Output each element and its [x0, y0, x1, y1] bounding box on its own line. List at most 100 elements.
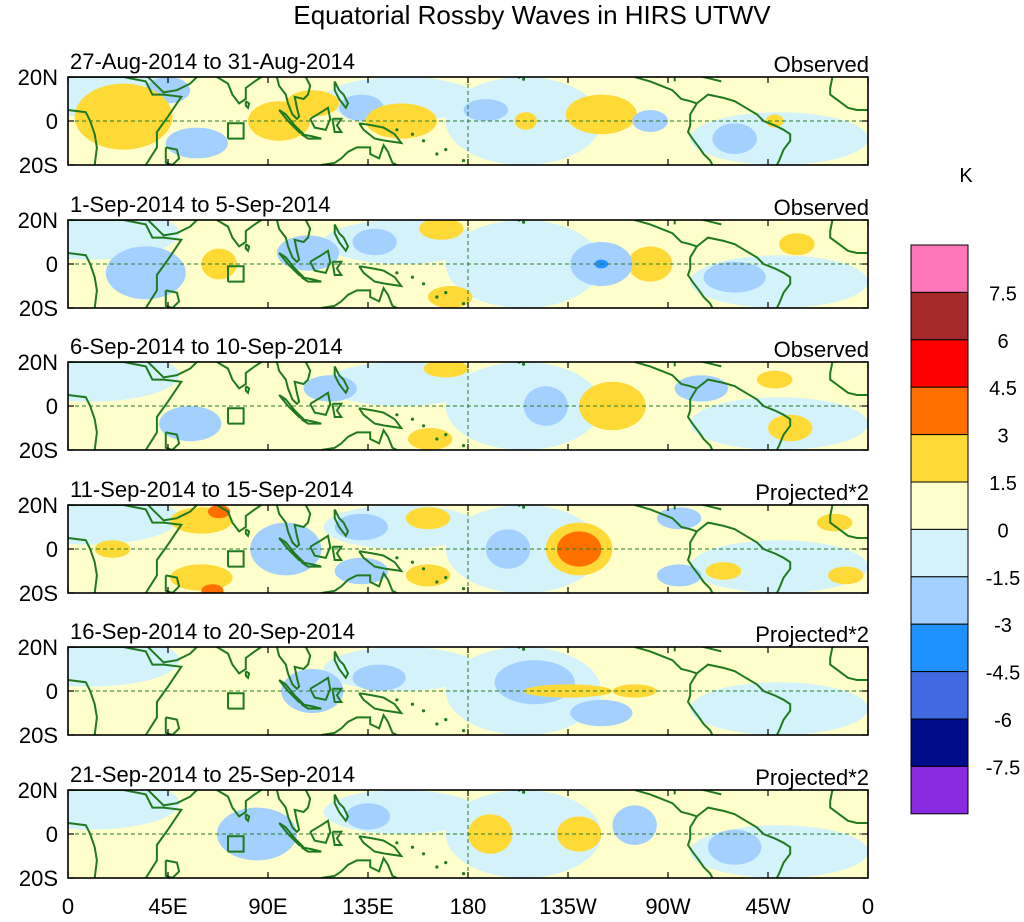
- x-tick-label: 135W: [539, 894, 597, 919]
- island: [421, 852, 426, 856]
- coastline: [68, 822, 98, 878]
- coastline: [68, 252, 98, 308]
- coastline: [164, 431, 181, 450]
- y-tick-label: 20N: [18, 635, 58, 660]
- island: [435, 865, 439, 869]
- coastline: [358, 692, 404, 715]
- coastline: [275, 77, 312, 121]
- coastline: [686, 387, 714, 450]
- y-tick-label: 20N: [18, 778, 58, 803]
- colorbar-tick-label: 3: [997, 426, 1008, 448]
- colorbar-swatch: [910, 481, 969, 530]
- island: [435, 295, 439, 299]
- colorbar-swatch: [910, 434, 969, 483]
- island: [421, 567, 426, 571]
- field-contour: [423, 362, 468, 378]
- coastline: [309, 819, 332, 844]
- field-contour: [68, 647, 180, 687]
- colorbar-tick-label: -4.5: [986, 663, 1020, 685]
- coastline: [300, 703, 322, 710]
- coastline: [656, 362, 676, 367]
- island: [461, 872, 466, 876]
- field-contour: [68, 362, 180, 402]
- y-tick-label: 20N: [18, 65, 58, 90]
- coastline: [216, 220, 262, 248]
- panel-period: 21-Sep-2014 to 25-Sep-2014: [70, 762, 355, 787]
- coastline: [634, 77, 698, 105]
- colorbar-tick-label: 0: [997, 520, 1008, 542]
- island: [521, 362, 526, 366]
- coastline: [309, 534, 332, 559]
- region-box: [227, 692, 245, 710]
- coastline: [68, 647, 184, 735]
- coastline: [829, 790, 868, 824]
- coastline: [696, 521, 792, 593]
- coastline: [68, 109, 98, 165]
- region-box: [227, 835, 245, 853]
- island: [444, 861, 448, 865]
- coastline: [275, 505, 312, 549]
- coastline: [147, 505, 198, 522]
- coastline: [68, 790, 184, 878]
- coastline: [309, 676, 332, 701]
- coastline: [333, 365, 350, 395]
- coastline: [358, 835, 404, 858]
- coastline: [300, 561, 322, 568]
- field-contour: [494, 660, 575, 705]
- panel-period: 11-Sep-2014 to 15-Sep-2014: [70, 477, 353, 502]
- field-contour: [165, 127, 228, 159]
- coastline: [244, 243, 251, 253]
- coastline: [333, 80, 350, 110]
- island: [410, 845, 415, 849]
- coastline: [656, 220, 676, 225]
- coastline: [216, 362, 262, 390]
- panel-label: Projected*2: [755, 480, 869, 505]
- island: [421, 424, 426, 428]
- panel-period: 16-Sep-2014 to 20-Sep-2014: [70, 619, 355, 644]
- panel-label: Observed: [774, 52, 869, 77]
- map-panel: 20N 0 20S 16-Sep-2014 to 20-Sep-2014 Project…: [18, 619, 869, 748]
- y-tick-label: 0: [46, 822, 58, 847]
- coastline: [358, 122, 404, 145]
- field-contour: [170, 564, 233, 591]
- coastline: [309, 249, 332, 274]
- field-contour: [352, 664, 406, 691]
- coastline: [686, 815, 714, 878]
- colorbar-tick-label: 7.5: [989, 283, 1017, 305]
- coastline: [829, 362, 868, 396]
- coastline: [634, 220, 698, 248]
- coastline: [656, 647, 676, 652]
- island: [521, 647, 526, 651]
- coastline: [275, 647, 312, 691]
- island: [461, 444, 466, 448]
- x-tick-label: 45W: [745, 894, 790, 919]
- coastline: [321, 142, 398, 165]
- coastline: [699, 362, 722, 368]
- field-contour: [828, 566, 864, 585]
- coastline: [656, 77, 676, 82]
- coastline: [686, 102, 714, 165]
- field-contour: [579, 381, 646, 431]
- colorbar-swatch: [910, 718, 969, 767]
- coastline: [333, 223, 350, 253]
- coastline: [244, 528, 251, 538]
- y-tick-label: 20S: [19, 723, 58, 748]
- colorbar-tick-label: 1.5: [989, 473, 1017, 495]
- coastline: [686, 672, 714, 735]
- island: [461, 302, 466, 306]
- coastline: [321, 712, 398, 735]
- coastline: [147, 790, 198, 807]
- x-tick-label: 0: [862, 894, 874, 919]
- island: [395, 841, 399, 845]
- panel-label: Observed: [774, 195, 869, 220]
- field-contour: [68, 505, 180, 545]
- coastline: [699, 790, 722, 796]
- coastline: [147, 362, 198, 379]
- y-tick-label: 0: [46, 679, 58, 704]
- region-box: [227, 122, 245, 140]
- island: [461, 729, 466, 733]
- coastline: [216, 77, 262, 105]
- colorbar: K 7.5 6 4.5 3 1.5 0 -1.5 -3 -4.5 -6 -7.5: [910, 165, 1020, 815]
- field-contour: [570, 699, 633, 727]
